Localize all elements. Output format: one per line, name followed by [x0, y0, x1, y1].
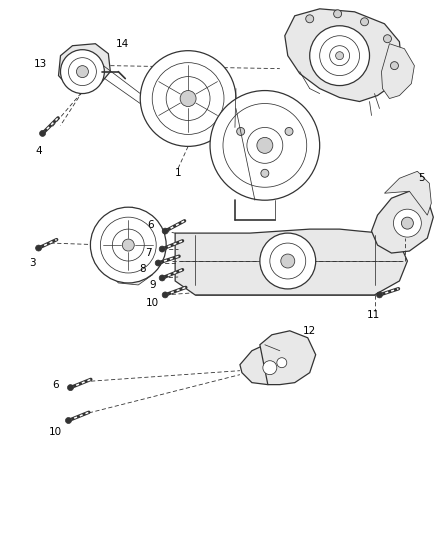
Circle shape [360, 18, 368, 26]
Circle shape [320, 36, 360, 76]
Text: 13: 13 [34, 59, 47, 69]
Circle shape [285, 127, 293, 135]
Text: 12: 12 [303, 326, 316, 336]
Polygon shape [175, 229, 407, 295]
Text: 4: 4 [35, 147, 42, 156]
Circle shape [39, 131, 46, 136]
Polygon shape [285, 9, 401, 101]
Circle shape [159, 246, 165, 252]
Circle shape [261, 169, 269, 177]
Text: 11: 11 [367, 310, 380, 320]
Circle shape [60, 50, 104, 94]
Polygon shape [260, 331, 316, 385]
Polygon shape [108, 207, 152, 285]
Circle shape [277, 358, 287, 368]
Circle shape [393, 209, 421, 237]
Circle shape [140, 51, 236, 147]
Text: 6: 6 [52, 379, 59, 390]
Text: 14: 14 [116, 39, 129, 49]
Circle shape [336, 52, 343, 60]
Circle shape [270, 243, 306, 279]
Polygon shape [240, 345, 288, 385]
Circle shape [66, 417, 71, 424]
Text: 10: 10 [49, 427, 62, 438]
Polygon shape [381, 44, 414, 99]
Circle shape [247, 127, 283, 163]
Circle shape [306, 15, 314, 23]
Text: 3: 3 [29, 258, 36, 268]
Text: 6: 6 [147, 220, 154, 230]
Text: 5: 5 [418, 173, 425, 183]
Circle shape [281, 254, 295, 268]
Circle shape [260, 233, 316, 289]
Circle shape [162, 228, 168, 234]
Polygon shape [385, 171, 431, 215]
Circle shape [390, 62, 399, 70]
Text: 7: 7 [145, 248, 152, 258]
Circle shape [330, 46, 350, 66]
Circle shape [112, 229, 144, 261]
Circle shape [377, 292, 382, 298]
Circle shape [122, 239, 134, 251]
Text: 10: 10 [146, 298, 159, 308]
Circle shape [68, 58, 96, 86]
Polygon shape [59, 44, 110, 88]
Circle shape [310, 26, 370, 86]
Text: 1: 1 [175, 168, 181, 179]
Circle shape [334, 10, 342, 18]
Circle shape [401, 217, 413, 229]
Circle shape [263, 361, 277, 375]
Circle shape [180, 91, 196, 107]
Circle shape [166, 77, 210, 120]
Circle shape [159, 275, 165, 281]
Circle shape [162, 292, 168, 298]
Circle shape [155, 260, 161, 266]
Circle shape [237, 127, 245, 135]
Circle shape [257, 138, 273, 154]
Circle shape [77, 66, 88, 78]
Circle shape [35, 245, 42, 251]
Circle shape [223, 103, 307, 187]
Polygon shape [371, 191, 433, 253]
Circle shape [67, 385, 74, 391]
Circle shape [152, 63, 224, 134]
Text: 8: 8 [139, 264, 145, 274]
Circle shape [90, 207, 166, 283]
Text: 9: 9 [149, 280, 155, 290]
Circle shape [100, 217, 156, 273]
Circle shape [210, 91, 320, 200]
Circle shape [384, 35, 392, 43]
